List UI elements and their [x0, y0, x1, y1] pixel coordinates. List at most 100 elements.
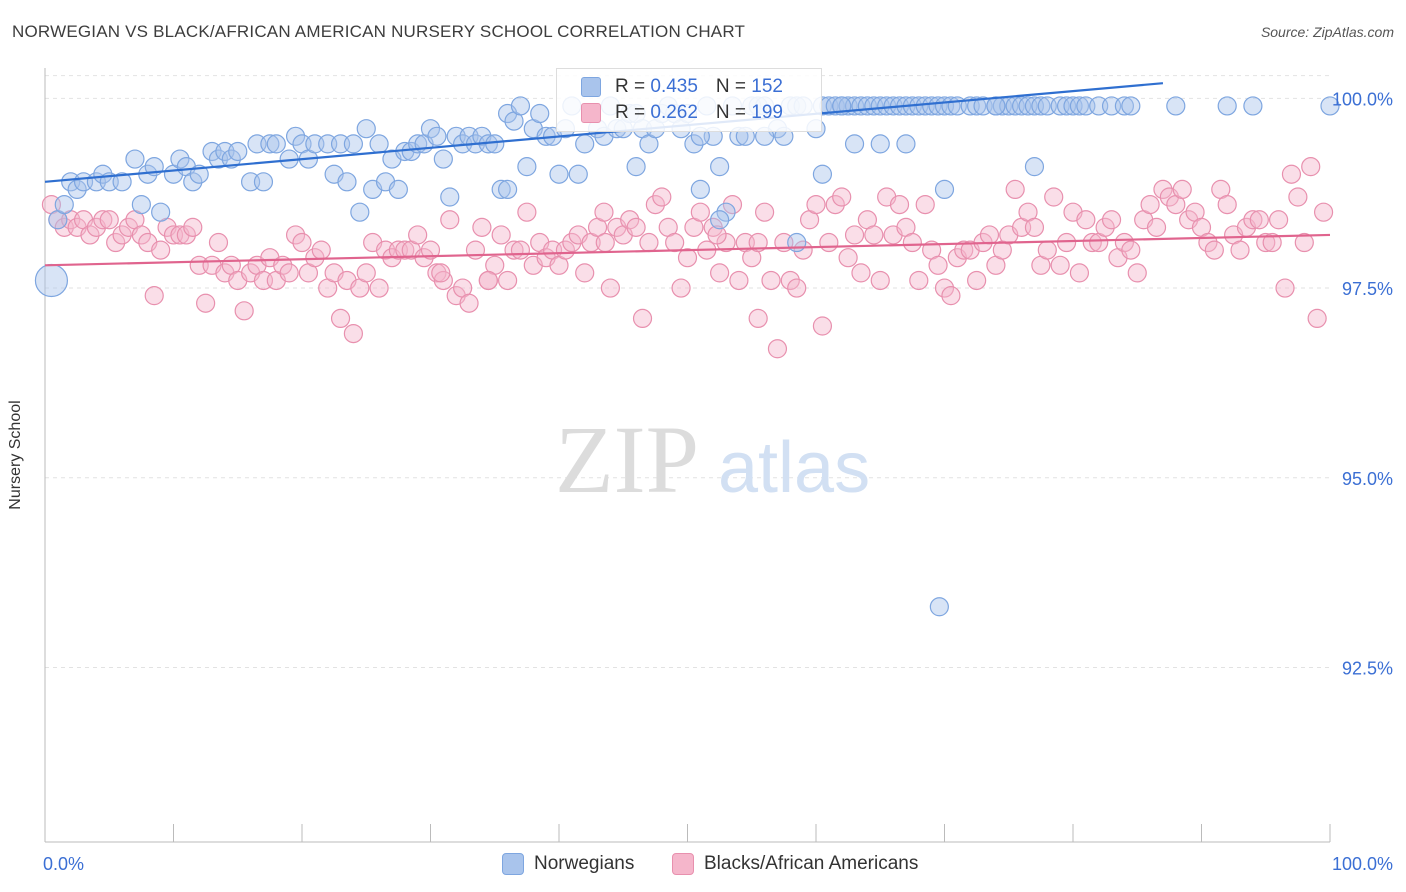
- y-tick-label-0: 100.0%: [1332, 89, 1393, 109]
- point-1-8: [93, 210, 113, 230]
- point-1-71: [498, 270, 518, 291]
- point-0-22: [221, 149, 241, 169]
- point-1-16: [144, 286, 164, 306]
- point-1-39: [292, 232, 312, 253]
- x-tick-label-0: 0.0%: [43, 854, 84, 874]
- point-0-39: [350, 202, 370, 222]
- point-1-45: [330, 308, 351, 329]
- point-1-183: [1217, 194, 1237, 215]
- blacks-r-value: 0.262: [650, 102, 698, 123]
- point-1-199: [478, 270, 498, 291]
- point-1-58: [414, 248, 434, 268]
- point-0-168: [844, 134, 865, 154]
- point-0-38: [343, 134, 363, 154]
- point-0-1: [54, 194, 74, 215]
- norwegians-legend-swatch: [502, 853, 524, 875]
- point-1-122: [825, 194, 845, 215]
- point-0-15: [170, 149, 190, 169]
- point-1-123: [832, 187, 852, 207]
- point-1-192: [1275, 278, 1295, 298]
- blacks-legend-swatch: [672, 853, 694, 875]
- point-1-113: [767, 339, 788, 359]
- point-0-28: [266, 134, 286, 154]
- point-1-124: [838, 248, 858, 268]
- point-1-14: [131, 225, 151, 245]
- point-0-96: [716, 202, 736, 222]
- point-1-161: [1076, 210, 1096, 230]
- legend-norwegians[interactable]: Norwegians: [502, 852, 634, 876]
- point-1-197: [1307, 308, 1327, 329]
- r-label: R = 0.262: [615, 102, 698, 123]
- point-1-106: [722, 194, 743, 215]
- point-0-92: [690, 179, 710, 200]
- point-0-50: [420, 119, 441, 139]
- point-1-134: [902, 232, 922, 253]
- point-0-132: [967, 96, 987, 116]
- point-1-132: [889, 194, 910, 215]
- point-1-11: [112, 225, 132, 245]
- point-0-13: [151, 202, 171, 222]
- point-1-115: [780, 270, 800, 291]
- point-0-26: [253, 172, 274, 192]
- point-1-61: [433, 270, 453, 291]
- point-1-92: [632, 308, 653, 329]
- point-1-190: [1262, 232, 1282, 253]
- point-1-165: [1101, 210, 1122, 230]
- point-1-194: [1288, 187, 1308, 207]
- legend-blacks[interactable]: Blacks/African Americans: [672, 852, 918, 876]
- point-1-138: [928, 255, 948, 275]
- n-label: N = 199: [715, 102, 783, 123]
- point-1-171: [1140, 194, 1160, 215]
- point-1-26: [208, 232, 229, 253]
- point-1-101: [690, 202, 710, 222]
- blacks-legend-label: Blacks/African Americans: [704, 853, 919, 874]
- point-0-164: [498, 179, 518, 200]
- point-1-173: [1153, 179, 1173, 200]
- point-1-62: [440, 210, 460, 230]
- point-1-83: [575, 263, 595, 283]
- point-1-74: [517, 202, 537, 222]
- axes: [44, 68, 1331, 843]
- point-1-9: [99, 210, 119, 230]
- point-1-176: [1172, 179, 1192, 200]
- blacks-swatch: [581, 103, 601, 123]
- point-1-38: [285, 225, 306, 245]
- point-1-24: [196, 293, 216, 313]
- point-1-55: [395, 240, 415, 260]
- point-1-22: [183, 217, 203, 237]
- point-0-30: [285, 126, 306, 146]
- point-1-116: [787, 278, 807, 298]
- point-1-97: [665, 232, 685, 253]
- point-1-93: [639, 232, 659, 253]
- point-1-126: [851, 263, 871, 283]
- point-1-70: [491, 225, 511, 245]
- y-tick-label-2: 95.0%: [1342, 469, 1393, 489]
- point-0-163: [626, 157, 646, 177]
- point-0-156: [812, 164, 833, 184]
- point-0-73: [568, 164, 588, 184]
- point-1-119: [806, 194, 826, 215]
- point-0-10: [131, 194, 151, 215]
- point-1-125: [844, 225, 865, 245]
- point-0-52: [433, 149, 453, 169]
- point-0-18: [189, 164, 209, 184]
- point-1-57: [408, 225, 428, 245]
- point-0-6: [93, 164, 113, 184]
- point-1-168: [1121, 240, 1141, 260]
- point-1-51: [369, 278, 389, 298]
- point-1-155: [1037, 240, 1057, 260]
- point-0-9: [125, 149, 145, 169]
- point-0-40: [356, 119, 376, 139]
- point-1-129: [870, 270, 890, 291]
- y-tick-label-1: 97.5%: [1342, 279, 1393, 299]
- point-1-86: [594, 202, 614, 222]
- point-1-200: [707, 225, 727, 245]
- point-1-191: [1268, 210, 1289, 230]
- point-0-37: [337, 172, 357, 192]
- point-1-189: [1256, 232, 1276, 253]
- r-label: R = 0.435: [615, 76, 698, 97]
- point-1-66: [465, 240, 486, 260]
- point-0-95: [710, 157, 730, 177]
- point-0-53: [440, 187, 460, 207]
